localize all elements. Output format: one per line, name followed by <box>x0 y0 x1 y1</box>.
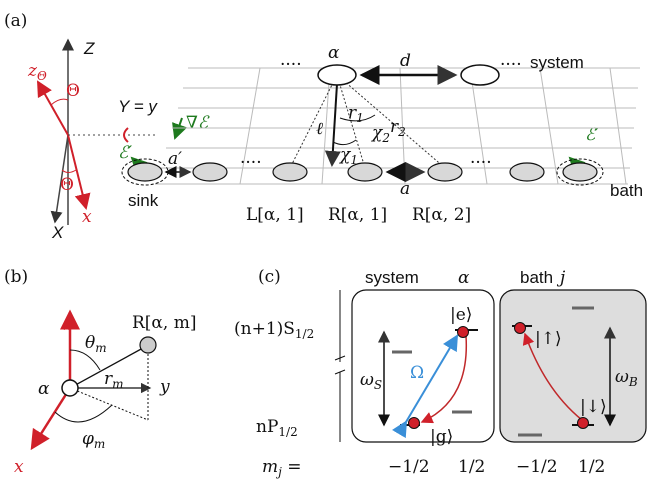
label: sink <box>128 191 159 210</box>
label: −1/2 <box>388 457 430 477</box>
label: ···· <box>240 153 262 173</box>
label: ωS <box>360 370 382 392</box>
axis <box>67 134 91 210</box>
label: ···· <box>280 55 302 75</box>
label: ℰ′ <box>585 125 599 145</box>
label: 1/2 <box>458 457 485 477</box>
label: ∇ℰ <box>186 113 210 133</box>
label: rm <box>104 369 124 391</box>
axis <box>50 134 69 224</box>
label: ···· <box>500 55 522 75</box>
panel-label: (a) <box>4 11 27 31</box>
panel-label: (b) <box>4 267 28 287</box>
panel-label: (c) <box>258 267 281 287</box>
angle-arc <box>50 98 69 106</box>
label: nP1/2 <box>256 417 298 439</box>
label: |↑⟩ <box>535 329 562 349</box>
label: Θ <box>60 175 74 195</box>
label: |↓⟩ <box>580 397 607 417</box>
label: α <box>38 379 50 399</box>
axis <box>37 80 69 136</box>
label: x <box>14 457 24 477</box>
label: (n+1)S1/2 <box>234 319 314 341</box>
label: Z <box>83 39 95 58</box>
panel-b: (b) z R[α, m] θm rm y α φm x <box>4 267 196 477</box>
label: Ω <box>410 363 424 383</box>
label: ωB <box>615 367 638 389</box>
label: L[α, 1] <box>246 205 304 225</box>
label: ℓ <box>316 119 323 139</box>
label: φm <box>82 429 105 451</box>
label: χ2 <box>371 123 390 145</box>
site <box>460 64 500 86</box>
label: bath <box>610 181 643 200</box>
label: |g⟩ <box>430 427 453 447</box>
label: Y = y <box>118 97 158 116</box>
label: |e⟩ <box>450 305 472 325</box>
label: x <box>82 207 92 227</box>
bath-sites <box>127 162 598 182</box>
label: ···· <box>470 153 492 173</box>
panel-c: (c) system α bath j (n+1)S1/2 nP1/2 ωS Ω… <box>234 267 647 479</box>
label: χ1 <box>339 145 358 167</box>
angle-arc <box>61 169 77 173</box>
label: R[α, m] <box>132 313 196 333</box>
label: system <box>530 53 584 72</box>
site <box>317 64 357 86</box>
label: X <box>51 223 64 242</box>
label: a′ <box>168 149 182 169</box>
label: α <box>328 43 340 63</box>
label: r2 <box>390 117 406 139</box>
label: a <box>400 179 410 199</box>
label: R[α, 1] <box>328 205 387 225</box>
label: θm <box>85 333 107 355</box>
label: 1/2 <box>578 457 605 477</box>
label: Θ <box>66 81 80 101</box>
label: −1/2 <box>516 457 558 477</box>
label: ℰ′ <box>118 143 132 163</box>
label: bath <box>520 268 553 287</box>
label: j <box>556 268 566 288</box>
label: α <box>458 268 470 288</box>
panel-a: (a) Z X zΘ Θ Θ x Y = y ∇ℰ ℰ′ ℰ′ α d syst… <box>4 11 643 242</box>
label: R[α, 2] <box>412 205 471 225</box>
label: z <box>63 315 74 335</box>
label: system <box>365 268 419 287</box>
label: y <box>159 377 170 397</box>
label: d <box>400 51 411 71</box>
label: mj = <box>262 457 302 479</box>
label: zΘ <box>27 61 47 83</box>
rotation-arrow <box>123 127 129 143</box>
label: r1 <box>348 103 364 125</box>
